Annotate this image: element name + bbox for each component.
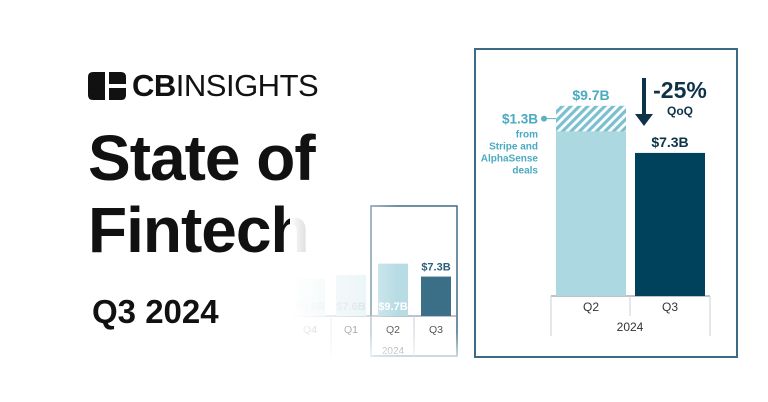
tick-q3: Q3 <box>662 300 678 314</box>
bar-label-q2: $9.7B <box>572 87 609 103</box>
page-title: State of Fintech <box>88 122 316 266</box>
qoq-change-value: -25% <box>653 77 707 103</box>
qoq-group-label: 2024 <box>617 320 644 334</box>
hatched-note-line-4: deals <box>512 166 538 177</box>
title-line-1: State of <box>88 122 316 194</box>
hatched-segment-stripe-alphasense <box>556 105 626 132</box>
bar-label-q3: $7.3B <box>651 134 688 150</box>
tick-q2: Q2 <box>583 300 599 314</box>
hatched-segment-note: from Stripe and AlphaSense deals <box>481 130 539 177</box>
cb-insights-logo-icon <box>88 72 126 100</box>
report-period: Q3 2024 <box>92 293 219 330</box>
title-line-2: Fintech <box>88 194 310 266</box>
hatched-segment-dot <box>541 115 547 122</box>
hatched-note-line-3: AlphaSense <box>481 154 539 165</box>
hatched-note-line-1: from <box>516 130 538 141</box>
qoq-chart: $9.7B Q2 $7.3B Q3 $1.3B from Stripe and Alpha… <box>474 48 738 358</box>
cb-insights-logo: CBINSIGHTS <box>88 68 319 103</box>
hatched-note-line-2: Stripe and <box>489 142 538 153</box>
hatched-segment-value: $1.3B <box>502 112 538 127</box>
down-arrow-icon <box>635 78 653 126</box>
bar-q3 <box>635 152 705 296</box>
mini-fade-bottom <box>290 200 470 365</box>
bar-q2 <box>556 105 626 296</box>
brand-name: CBINSIGHTS <box>132 68 319 103</box>
qoq-change-label: QoQ <box>667 104 693 118</box>
